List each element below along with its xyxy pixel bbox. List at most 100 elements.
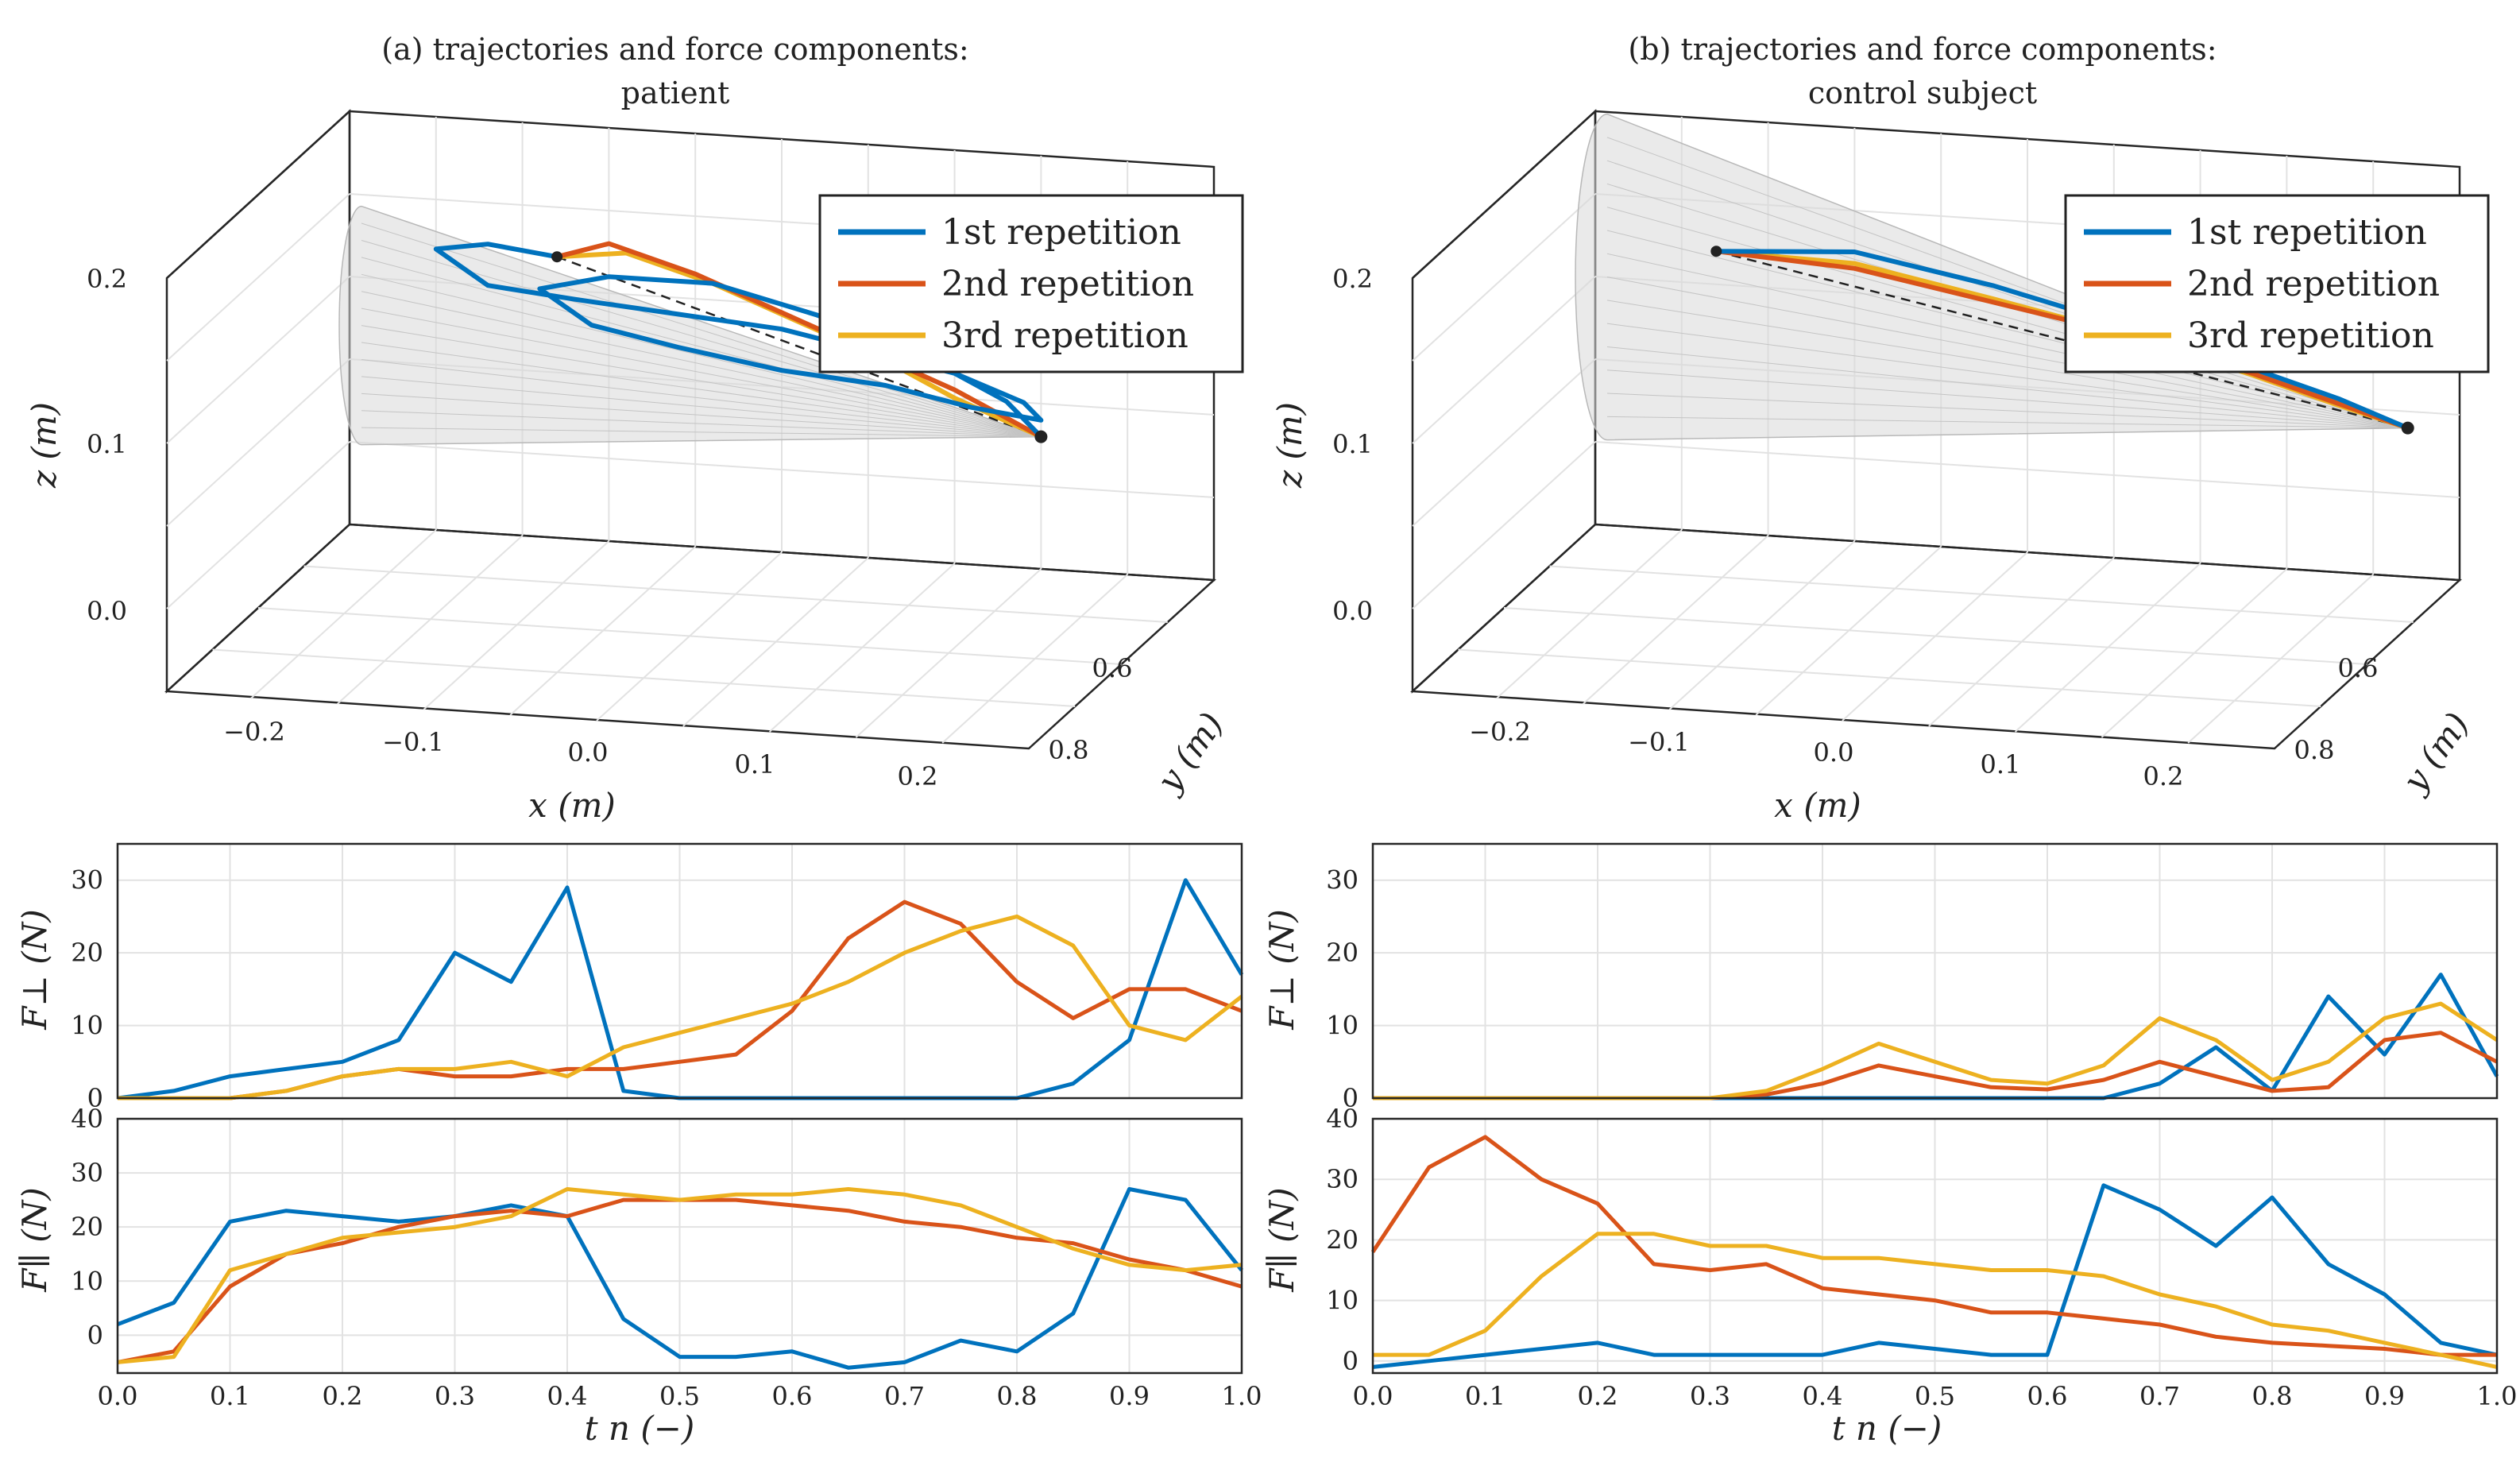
panel-a-floor [164, 523, 1217, 750]
y-tick-label: 40 [71, 1104, 103, 1134]
x-tick-label: 0.1 [1465, 1381, 1505, 1411]
cone-mesh-line [361, 257, 1042, 438]
cone-mesh-line [1606, 277, 2408, 429]
reference-path [1716, 250, 2409, 429]
cone-mesh-line [361, 427, 1042, 438]
panel-a-z-tick-labels: 0.2 0.1 0.0 [87, 264, 127, 626]
x-tick-label: 0.8 [2252, 1381, 2293, 1411]
panel-a-x-tick-labels: −0.2 −0.1 0.0 0.1 0.2 [223, 717, 937, 791]
grid-line [1594, 441, 2460, 498]
x-tick-label: 1.0 [1222, 1381, 1262, 1411]
panel-a-trajectories [433, 241, 1048, 443]
panel-a-t-axis-label: t n (−) [585, 1409, 695, 1448]
panel-b-z-axis-label: z (m) [1270, 402, 1309, 489]
grid-line [1412, 358, 1596, 527]
panel-a-3d-plot: −0.2 −0.1 0.0 0.1 0.2 x (m) 0.6 0.8 y (m… [25, 109, 1244, 825]
grid-line [1412, 276, 1596, 444]
grid-line [1549, 565, 2414, 623]
y-tick-label: 0.8 [1049, 735, 1089, 765]
x-tick-label: −0.1 [382, 727, 444, 757]
panel-b-fpar-frame [1371, 1117, 2499, 1375]
panel-a-z-axis-label: z (m) [25, 402, 64, 489]
y-tick-label: 10 [71, 1011, 103, 1041]
cone-mesh-line [361, 273, 1042, 438]
x-tick-label: 0.2 [1578, 1381, 1618, 1411]
panel-b-fpar-plot: 0 10 20 30 40 0.0 0.1 0.2 0.3 0.4 0.5 0.6 0.7 0.8 0.9 1… [1326, 1104, 2517, 1411]
cone-mesh-line [361, 393, 1042, 438]
y-tick-label: 0.6 [1092, 653, 1133, 683]
legend-label-rep1: 1st repetition [941, 212, 1181, 253]
panel-b-y-axis-label: y (m) [2394, 706, 2476, 801]
y-tick-label: 20 [1326, 938, 1359, 968]
cone-mesh-line [1606, 230, 2408, 429]
panel-b-fperp-plot: 0 10 20 30 [1326, 842, 2499, 1113]
grid-line [349, 441, 1215, 498]
end-marker [1034, 430, 1048, 443]
cone-mesh-line [361, 291, 1042, 438]
trajectory-rep1 [433, 242, 1044, 439]
grid-line [166, 193, 350, 362]
legend-label-rep3: 3rd repetition [2187, 315, 2434, 356]
x-tick-label: 0.5 [659, 1381, 700, 1411]
y-tick-label: 0.6 [2338, 653, 2379, 683]
panel-a-fperp-plot: 0 10 20 30 [71, 842, 1244, 1113]
force-series-rep1 [117, 1187, 1243, 1370]
force-series-rep3 [118, 914, 1243, 1101]
x-tick-label: 0.9 [2364, 1381, 2405, 1411]
y-tick-label: 0 [1343, 1083, 1359, 1113]
x-tick-label: 0.2 [898, 761, 938, 791]
y-tick-label: 30 [71, 865, 103, 896]
panel-b-x-axis-label: x (m) [1774, 786, 1861, 825]
cone-mesh-line [361, 342, 1042, 438]
x-tick-label: −0.2 [1469, 717, 1531, 747]
grid-line [1412, 441, 1596, 609]
y-tick-label: 30 [71, 1158, 103, 1188]
panel-a-cone [338, 205, 1042, 446]
panel-b-t-axis-label: t n (−) [1832, 1409, 1942, 1448]
cone-mesh-line [361, 410, 1042, 438]
x-tick-label: 1.0 [2477, 1381, 2518, 1411]
legend-label-rep2: 2nd repetition [941, 264, 1194, 304]
z-tick-label: 0.0 [87, 596, 127, 626]
y-tick-label: 0.8 [2294, 735, 2335, 765]
y-tick-label: 0 [1343, 1346, 1359, 1376]
panel-a-fpar-plot: 0 10 20 30 40 0.0 0.1 0.2 0.3 0.4 0.5 0.6 0.7 0.8 0.9 1… [71, 1104, 1262, 1411]
grid-line [257, 607, 1122, 665]
cone-mesh-line [1606, 323, 2408, 429]
cone-mesh-line [361, 308, 1042, 438]
y-tick-label: 20 [71, 1212, 103, 1242]
x-tick-label: −0.2 [223, 717, 285, 747]
panel-a-legend: 1st repetition 2nd repetition 3rd repeti… [818, 194, 1244, 373]
y-tick-label: 10 [1326, 1011, 1359, 1041]
cone-mesh-line [1606, 300, 2408, 429]
grid-line [166, 441, 350, 609]
x-tick-label: 0.0 [1353, 1381, 1393, 1411]
grid-line [166, 358, 350, 527]
z-tick-label: 0.1 [87, 429, 127, 459]
cone-mesh-line [1606, 416, 2408, 429]
x-tick-label: 0.0 [1814, 737, 1854, 768]
cone-mesh-line [1606, 346, 2408, 429]
y-tick-label: 20 [1326, 1224, 1359, 1255]
panel-b-fperp-frame [1371, 842, 2499, 1100]
x-tick-label: 0.4 [547, 1381, 588, 1411]
y-tick-label: 0 [87, 1320, 103, 1350]
panel-a-fpar-frame [116, 1117, 1243, 1375]
panel-b-z-tick-labels: 0.2 0.1 0.0 [1332, 264, 1373, 626]
start-marker [1710, 246, 1722, 257]
x-tick-label: 0.7 [884, 1381, 925, 1411]
y-tick-label: 20 [71, 938, 103, 968]
z-tick-label: 0.1 [1332, 429, 1373, 459]
force-series-rep3 [117, 1187, 1243, 1364]
grid-line [1412, 193, 1596, 362]
panel-b-left-wall [1411, 109, 1597, 694]
start-marker [551, 251, 563, 263]
z-tick-label: 0.2 [87, 264, 127, 294]
panel-a-fpar-axis-label: F∥ (N) [15, 1187, 54, 1292]
cone-mesh-line [361, 222, 1042, 438]
panel-a-title-line2: patient [621, 75, 730, 110]
y-tick-label: 10 [71, 1266, 103, 1296]
z-tick-label: 0.2 [1332, 264, 1373, 294]
panel-b-floor [1409, 523, 2463, 750]
cone-mesh-line [1606, 369, 2408, 429]
